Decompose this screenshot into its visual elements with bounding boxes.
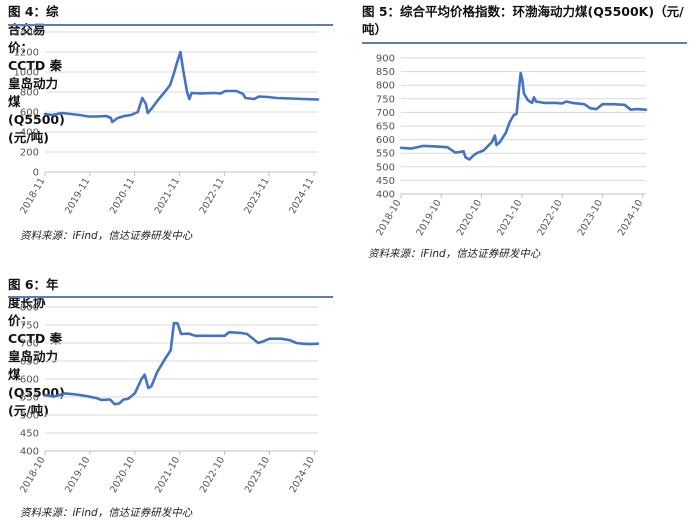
y-tick-label: 750 [20, 321, 39, 332]
chart-title-fig5: 图 5：综合平均价格指数：环渤海动力煤(Q5500K)（元/吨） [362, 4, 684, 37]
x-tick-label: 2020-10 [108, 455, 137, 495]
x-tick-label: 2018-11 [18, 176, 47, 216]
x-tick-label: 2019-11 [63, 176, 92, 216]
y-tick-label: 550 [20, 393, 39, 404]
y-tick-label: 800 [20, 88, 39, 99]
x-tick-label: 2021-10 [495, 198, 524, 238]
y-tick-label: 750 [376, 94, 395, 105]
y-tick-label: 600 [20, 375, 39, 386]
y-tick-label: 450 [20, 429, 39, 440]
series-line [43, 50, 320, 124]
x-tick-label: 2024-10 [288, 455, 317, 495]
y-tick-label: 450 [376, 176, 395, 187]
source-note-fig5: 资料来源：iFind，信达证券研发中心 [368, 248, 541, 260]
x-tick-label: 2024-10 [616, 198, 645, 238]
line-chart-fig4: 0 200 400 600 800 1000 1200 1400 2018-11 2019-11 2… [14, 28, 320, 216]
x-tick-label: 2020-11 [108, 176, 137, 216]
title-rule-fig5 [362, 42, 687, 44]
y-tick-label: 600 [20, 108, 39, 119]
y-tick-label: 850 [376, 67, 395, 78]
title-rule-fig6 [8, 296, 333, 298]
x-tick-label: 2021-10 [153, 455, 182, 495]
y-tick-label: 800 [20, 303, 39, 314]
y-tick-label: 500 [376, 162, 395, 173]
source-note-fig6: 资料来源：iFind，信达证券研发中心 [20, 507, 193, 519]
y-tick-label: 900 [376, 54, 395, 65]
y-tick-label: 400 [20, 128, 39, 139]
x-tick-label: 2021-11 [153, 176, 182, 216]
y-tick-label: 400 [376, 190, 395, 201]
y-tick-label: 700 [20, 339, 39, 350]
y-tick-label: 800 [376, 81, 395, 92]
x-tick-label: 2023-11 [242, 176, 271, 216]
y-tick-label: 1000 [14, 68, 39, 79]
x-tick-label: 2018-10 [374, 198, 403, 238]
series-line [43, 321, 320, 406]
y-tick-label: 500 [20, 411, 39, 422]
chart-title-fig6: 图 6：年度长协价：CCTD 秦皇岛动力煤(Q5500) (元/吨) [8, 277, 65, 418]
y-tick-label: 0 [33, 168, 39, 179]
x-tick-label: 2024-11 [287, 176, 316, 216]
y-tick-label: 200 [20, 148, 39, 159]
x-tick-label: 2023-10 [576, 198, 605, 238]
line-chart-fig6: 400 450 500 550 600 650 700 750 800 2018-10 2019-1… [18, 303, 320, 495]
line-chart-fig5: 400 450 500 550 600 650 700 750 800 850 900 2018-10… [374, 54, 648, 238]
x-tick-label: 2022-10 [535, 198, 564, 238]
x-tick-label: 2019-10 [415, 198, 444, 238]
x-tick-label: 2022-11 [198, 176, 227, 216]
x-tick-label: 2019-10 [63, 455, 92, 495]
y-tick-label: 1200 [14, 48, 39, 59]
title-rule-fig4 [8, 24, 333, 26]
x-tick-label: 2022-10 [198, 455, 227, 495]
x-tick-label: 2020-10 [455, 198, 484, 238]
x-tick-label: 2018-10 [18, 455, 47, 495]
y-tick-label: 650 [376, 122, 395, 133]
source-note-fig4: 资料来源：iFind，信达证券研发中心 [20, 230, 193, 242]
y-tick-label: 1400 [14, 28, 39, 39]
y-tick-label: 600 [376, 135, 395, 146]
y-tick-label: 550 [376, 149, 395, 160]
y-tick-label: 700 [376, 108, 395, 119]
series-line [399, 71, 648, 161]
x-tick-label: 2023-10 [243, 455, 272, 495]
y-tick-label: 400 [20, 447, 39, 458]
y-tick-label: 650 [20, 357, 39, 368]
